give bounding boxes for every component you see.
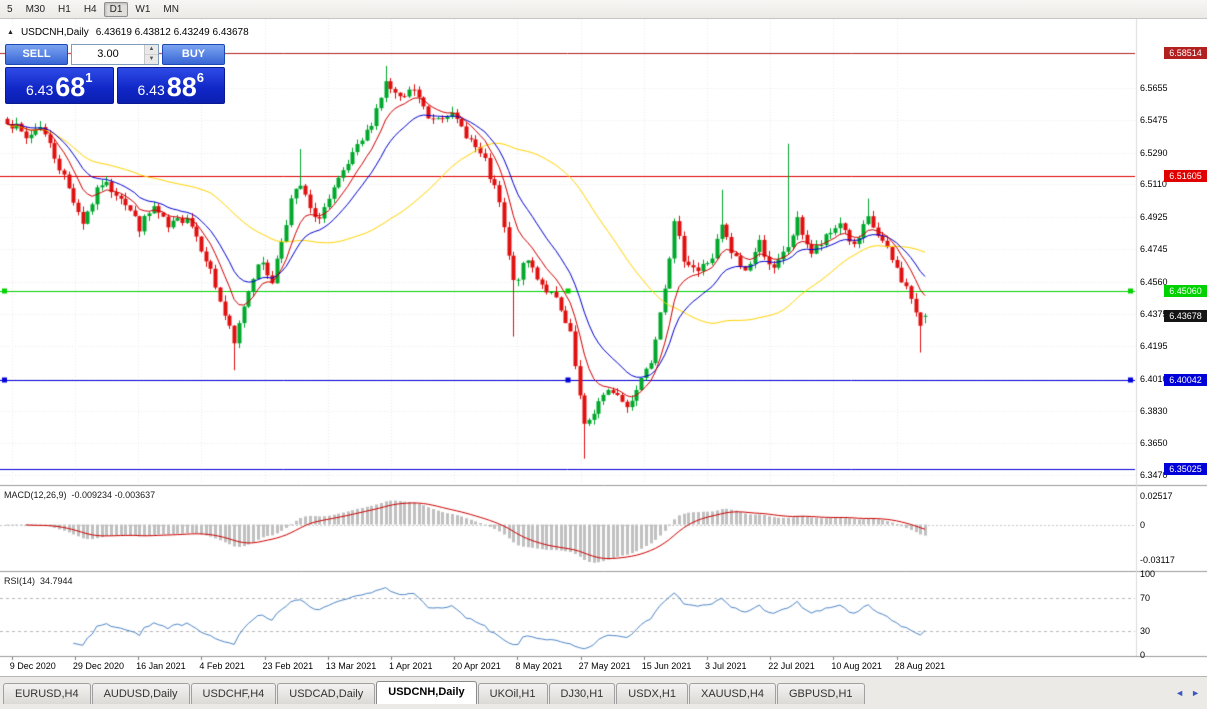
tab-scroll-left-icon[interactable]: ◄ [1175, 688, 1185, 698]
price-chart-canvas[interactable] [0, 19, 1207, 676]
tab-scroll-controls: ◄ ► [1175, 688, 1200, 698]
rsi-label-text: RSI(14) [4, 576, 36, 586]
buy-price-display[interactable]: 6.43 88 6 [116, 67, 225, 104]
volume-up-icon[interactable]: ▲ [145, 45, 158, 55]
buy-price-prefix: 6.43 [137, 82, 165, 98]
macd-label-text: MACD(12,26,9) [4, 490, 67, 500]
chart-tab[interactable]: EURUSD,H4 [3, 683, 91, 704]
chart-tab[interactable]: XAUUSD,H4 [688, 683, 776, 704]
tab-scroll-right-icon[interactable]: ► [1191, 688, 1200, 698]
timeframe-button-5[interactable]: 5 [7, 3, 13, 15]
sell-price-pipette: 1 [85, 70, 93, 85]
buy-price-pipette: 6 [196, 70, 205, 85]
chart-ohlc-values: 6.43619 6.43812 6.43249 6.43678 [95, 27, 249, 38]
buy-button[interactable]: BUY [162, 44, 225, 65]
chart-symbol-label: USDCNH,Daily [20, 27, 89, 38]
one-click-collapse-icon[interactable]: ▲ [7, 29, 14, 36]
current-price-label: 6.43678 [1164, 309, 1207, 322]
chart-window: ▲ USDCNH,Daily 6.43619 6.43812 6.43249 6… [0, 19, 1207, 676]
volume-stepper[interactable]: ▲ ▼ [144, 45, 158, 64]
sell-button[interactable]: SELL [5, 44, 68, 65]
sell-price-prefix: 6.43 [25, 82, 54, 98]
buy-price-big-digits: 88 [166, 72, 197, 102]
volume-field[interactable]: 3.00 ▲ ▼ [71, 44, 159, 65]
timeframe-toolbar: 5 M30 H1 H4 D1 W1 MN [0, 0, 1207, 19]
chart-tab[interactable]: UKOil,H1 [477, 683, 548, 704]
timeframe-button-mn[interactable]: MN [163, 3, 179, 15]
sell-price-display[interactable]: 6.43 68 1 [5, 67, 114, 104]
timeframe-button-w1[interactable]: W1 [135, 3, 151, 15]
sell-price-big-digits: 68 [55, 72, 86, 102]
chart-tab[interactable]: GBPUSD,H1 [776, 683, 865, 704]
chart-tab[interactable]: DJ30,H1 [548, 683, 616, 704]
volume-value[interactable]: 3.00 [97, 48, 119, 60]
chart-tabs: EURUSD,H4 AUDUSD,Daily USDCHF,H4 USDCAD,Dai… [3, 681, 865, 704]
chart-tab[interactable]: USDCNH,Daily [376, 681, 477, 704]
timeframe-button-d1[interactable]: D1 [103, 1, 129, 17]
chart-tabs-bar: EURUSD,H4 AUDUSD,Daily USDCHF,H4 USDCAD,Dai… [0, 676, 1207, 709]
macd-indicator-label: MACD(12,26,9) -0.009234 -0.003637 [4, 490, 155, 500]
chart-tab[interactable]: USDCAD,Daily [277, 683, 376, 704]
rsi-value-text: 34.7944 [40, 576, 73, 586]
macd-values-text: -0.009234 -0.003637 [71, 490, 156, 500]
one-click-trading-panel: SELL 3.00 ▲ ▼ BUY 6.43 68 1 6.43 [5, 44, 225, 104]
volume-down-icon[interactable]: ▼ [145, 55, 158, 64]
timeframe-button-h4[interactable]: H4 [83, 3, 97, 15]
chart-tab[interactable]: USDCHF,H4 [190, 683, 277, 704]
rsi-indicator-label: RSI(14) 34.7944 [4, 576, 73, 586]
chart-tab[interactable]: USDX,H1 [616, 683, 688, 704]
chart-tab[interactable]: AUDUSD,Daily [91, 683, 190, 704]
timeframe-button-m30[interactable]: M30 [25, 3, 46, 15]
timeframe-button-h1[interactable]: H1 [58, 3, 71, 15]
chart-title: ▲ USDCNH,Daily 6.43619 6.43812 6.43249 6… [7, 27, 249, 38]
